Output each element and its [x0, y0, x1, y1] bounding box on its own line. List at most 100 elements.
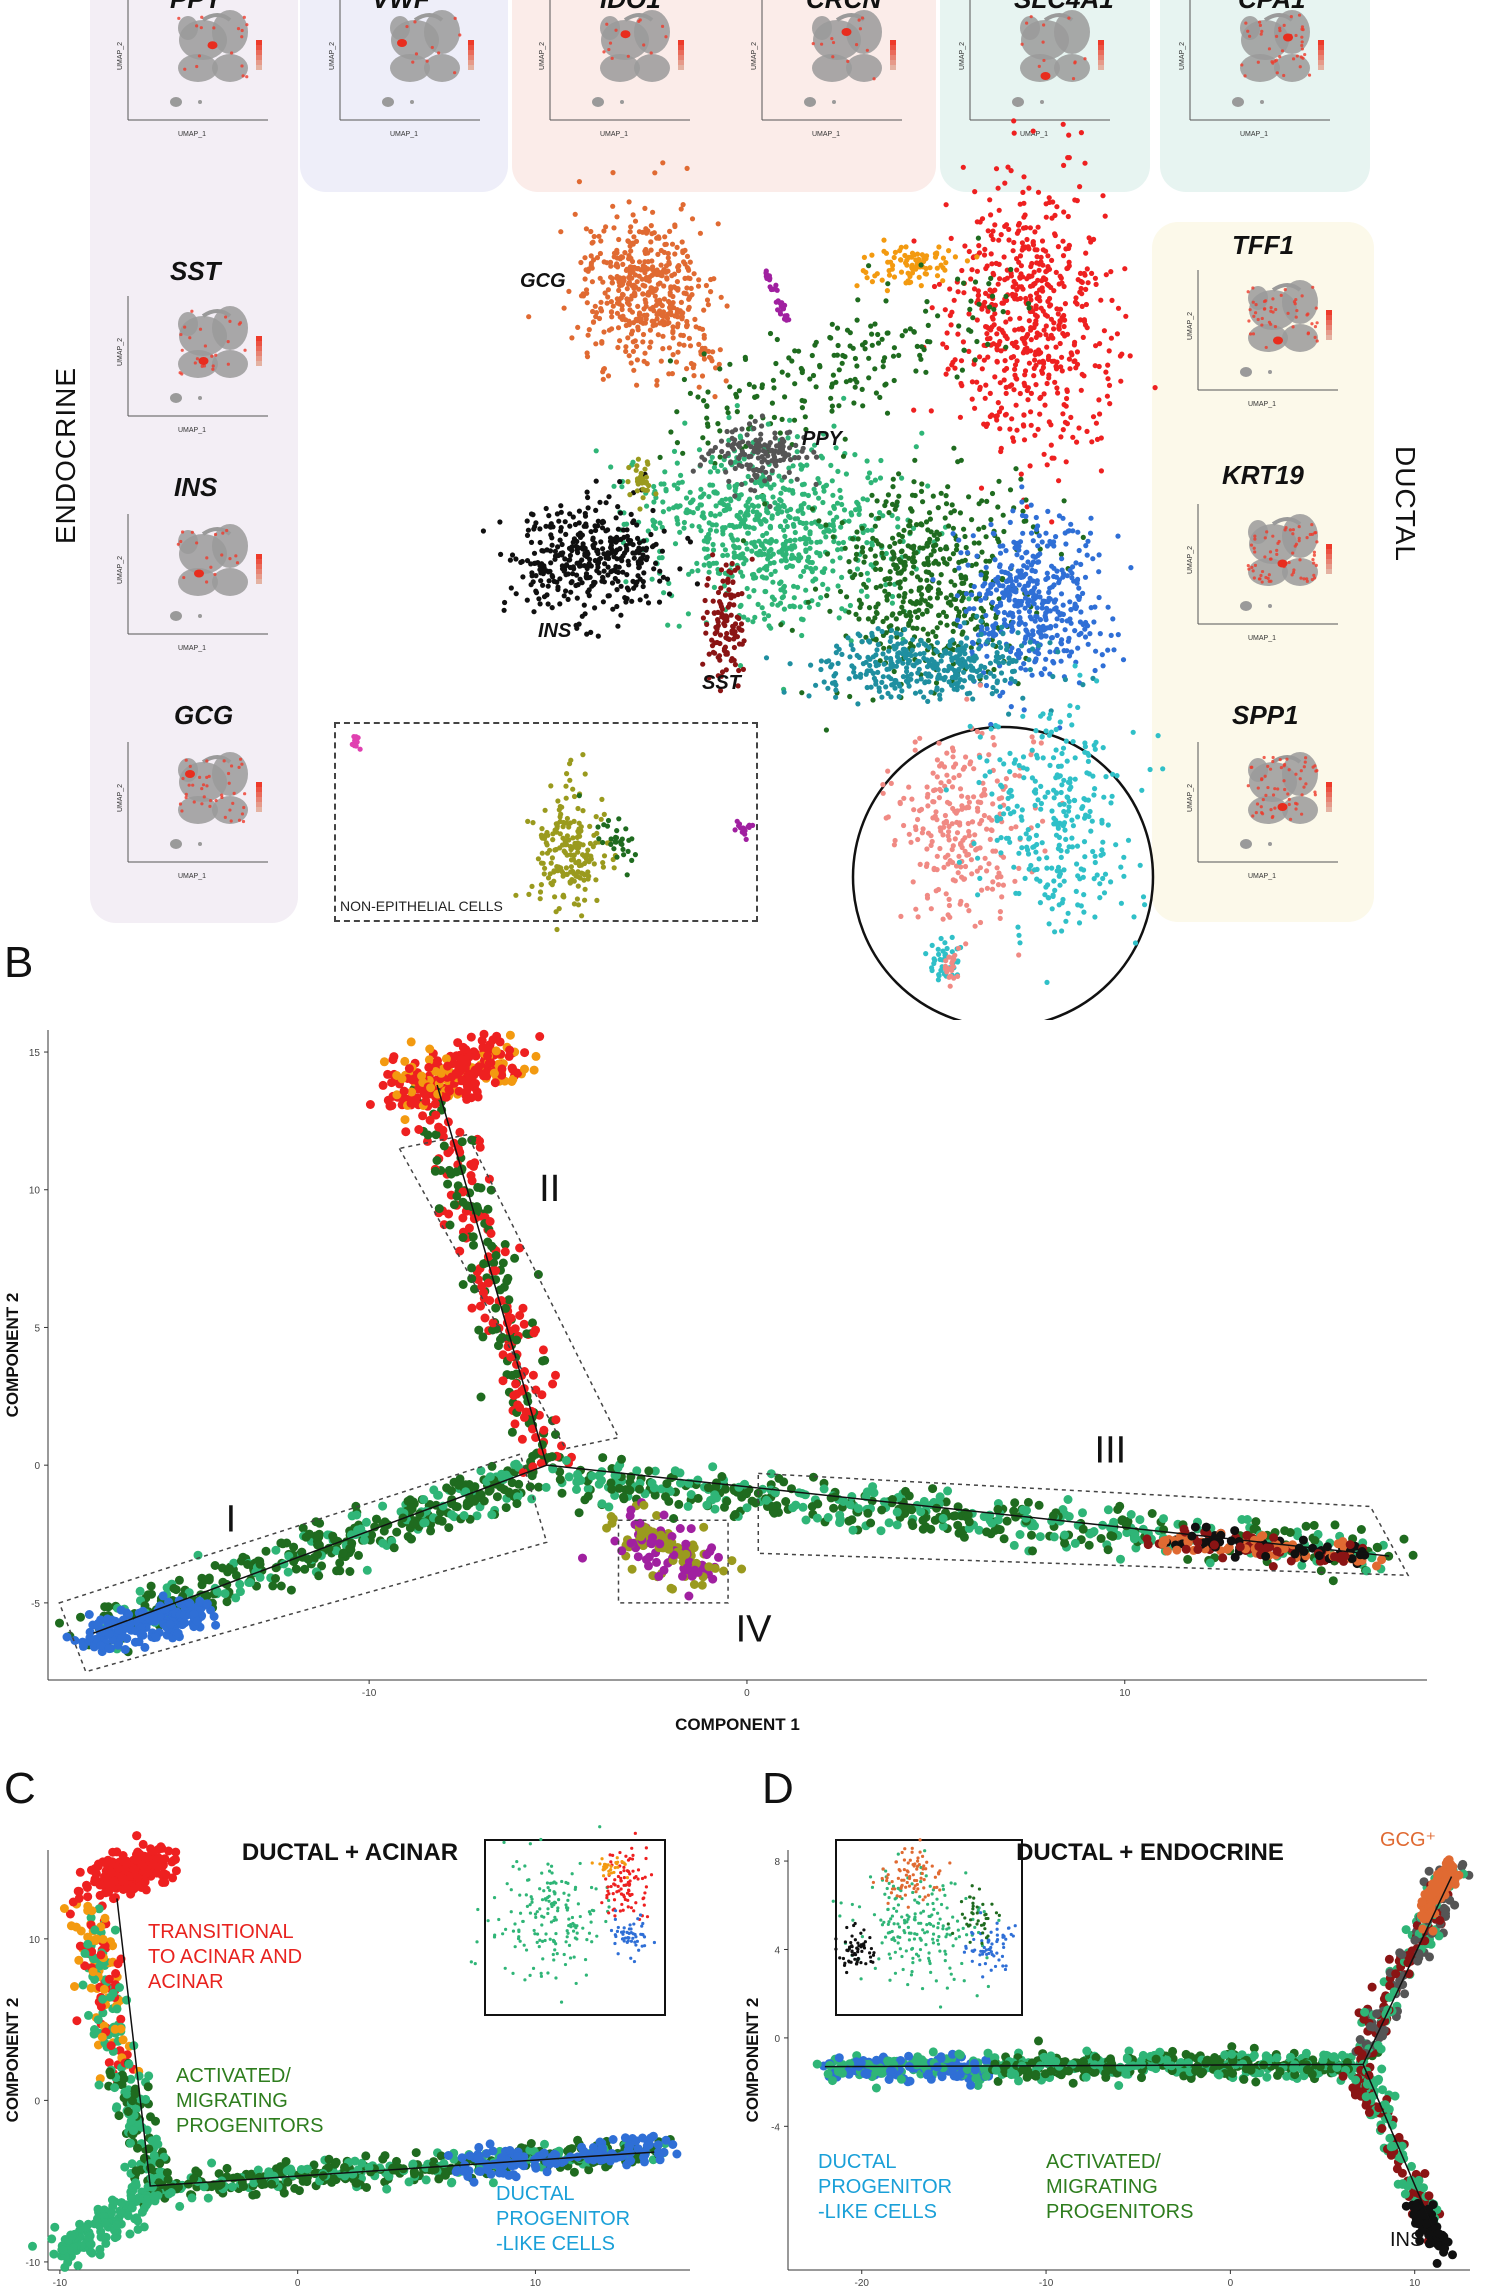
mini-expr-cell [1287, 768, 1291, 772]
umap-cell-activated [902, 562, 908, 569]
umap-cell-teal [962, 651, 968, 657]
umap-cell-activated [891, 345, 898, 351]
umap-cell-acinar [1068, 414, 1074, 420]
umap-cell-ductal [1067, 599, 1073, 605]
umap-cell-activated [779, 369, 785, 375]
umap-cell-ductal [963, 591, 970, 597]
umap-cell-acinar [1034, 260, 1040, 266]
umap-inset-cell-salmon [964, 696, 970, 702]
umap-cell-ppy [690, 468, 696, 474]
umap-cell-ductal [1032, 585, 1038, 591]
umap-cell-teal [845, 635, 851, 641]
umap-cell-sst [722, 644, 729, 650]
umap-cell-transitional [934, 273, 941, 279]
mini-hotspot [198, 357, 209, 365]
umap-cell-ductal [1022, 621, 1028, 627]
umap-cell-progenitor [763, 575, 770, 581]
umap-cell-activated [873, 560, 879, 566]
umap-cell-activated [925, 637, 932, 644]
umap-cell-gcg [637, 310, 643, 316]
umap-cell-acinar [1117, 353, 1123, 359]
mini-expr-cell [605, 22, 609, 26]
umap-cell-ins [630, 578, 636, 585]
umap-cell-ductal [1022, 605, 1028, 611]
umap-cell-progenitor [820, 581, 826, 588]
umap-cell-progenitor [720, 528, 726, 534]
umap-cell-gcg [634, 279, 640, 285]
umap-cell-teal [886, 674, 892, 680]
umap-cell-progenitor [864, 570, 871, 576]
umap-cell-progenitor [789, 563, 796, 569]
umap-cell-acinar [1114, 331, 1120, 337]
umap-cell-ppy [775, 449, 782, 455]
mini-expr-cell [1252, 314, 1256, 318]
umap-cell-nonepi [568, 757, 574, 763]
mini-expr-cell [1260, 316, 1264, 321]
umap-cell-activated [893, 565, 899, 572]
mini-colorbar-step [256, 564, 262, 569]
umap-cell-progenitor [782, 554, 788, 561]
umap-cell-ins [569, 579, 575, 585]
umap-cell-gcg [653, 286, 659, 292]
umap-cell-ppy [787, 445, 793, 451]
mini-expr-cell [1266, 764, 1270, 768]
umap-cell-teal [886, 648, 892, 654]
umap-cell-acinar [985, 354, 991, 360]
umap-cell-ductal [1030, 538, 1036, 544]
umap-cell-activated [919, 611, 926, 617]
umap-cell-acinar [1011, 130, 1017, 136]
umap-cell-activated [900, 599, 906, 605]
umap-cell-teal [868, 684, 874, 690]
mini-colorbar-step [256, 559, 262, 564]
umap-cell-gcg [674, 279, 681, 285]
mini-colorbar-step [256, 351, 262, 356]
umap-cell-acinar [951, 297, 957, 303]
umap-cell-acinar [957, 414, 964, 420]
umap-cell-nonepi [601, 811, 607, 818]
umap-cell-nonepi [543, 840, 549, 846]
umap-cell-ins [661, 528, 667, 534]
umap-cell-gcg [649, 258, 655, 264]
umap-cell-progenitor [593, 448, 599, 454]
mini-expr-cell [205, 784, 209, 788]
mini-colorbar-step [678, 40, 684, 45]
mini-expr-cell [1042, 23, 1046, 27]
mini-colorbar-step [1098, 65, 1104, 70]
umap-cell-ins [533, 573, 539, 579]
umap-cell-activated [852, 384, 858, 390]
umap-cell-ductal [1038, 631, 1044, 637]
mini-expr-cell [1266, 785, 1270, 790]
umap-cell-ductal [1067, 616, 1073, 622]
umap-cell-transitional [902, 252, 908, 259]
umap-cell-teal [921, 650, 927, 656]
umap-cell-ductal [1043, 656, 1049, 662]
mini-umap-cell [1268, 842, 1272, 846]
mini-expr-cell [1260, 569, 1265, 574]
umap-cell-teal [994, 680, 1000, 686]
umap-cell-progenitor [742, 516, 748, 523]
umap-cell-ductal [1051, 539, 1057, 545]
umap-cell-sst [730, 579, 736, 586]
umap-cell-progenitor [704, 546, 710, 552]
umap-cell-progenitor [689, 568, 695, 574]
umap-cell-teal [787, 661, 793, 667]
umap-cell-progenitor [771, 482, 777, 488]
umap-cell-ins [539, 548, 545, 554]
umap-cell-ductal [1036, 651, 1042, 657]
umap-cell-activated [687, 390, 694, 396]
umap-cell-activated [717, 366, 723, 372]
mini-y-label: UMAP_2 [117, 338, 124, 366]
umap-cell-acinar [995, 400, 1001, 406]
umap-cell-ins [687, 539, 694, 545]
umap-cell-activated [919, 481, 925, 487]
umap-cell-progenitor [698, 486, 704, 492]
mini-expr-cell [1303, 52, 1307, 57]
umap-cell-progenitor [677, 529, 683, 535]
umap-cell-activated [734, 409, 740, 415]
umap-cell-ductal [1022, 583, 1028, 589]
mini-colorbar-step [256, 50, 262, 55]
umap-cell-progenitor [805, 492, 812, 499]
umap-cell-teal [904, 673, 911, 680]
umap-cell-progenitor [818, 453, 824, 459]
mini-y-label: UMAP_2 [539, 42, 546, 70]
